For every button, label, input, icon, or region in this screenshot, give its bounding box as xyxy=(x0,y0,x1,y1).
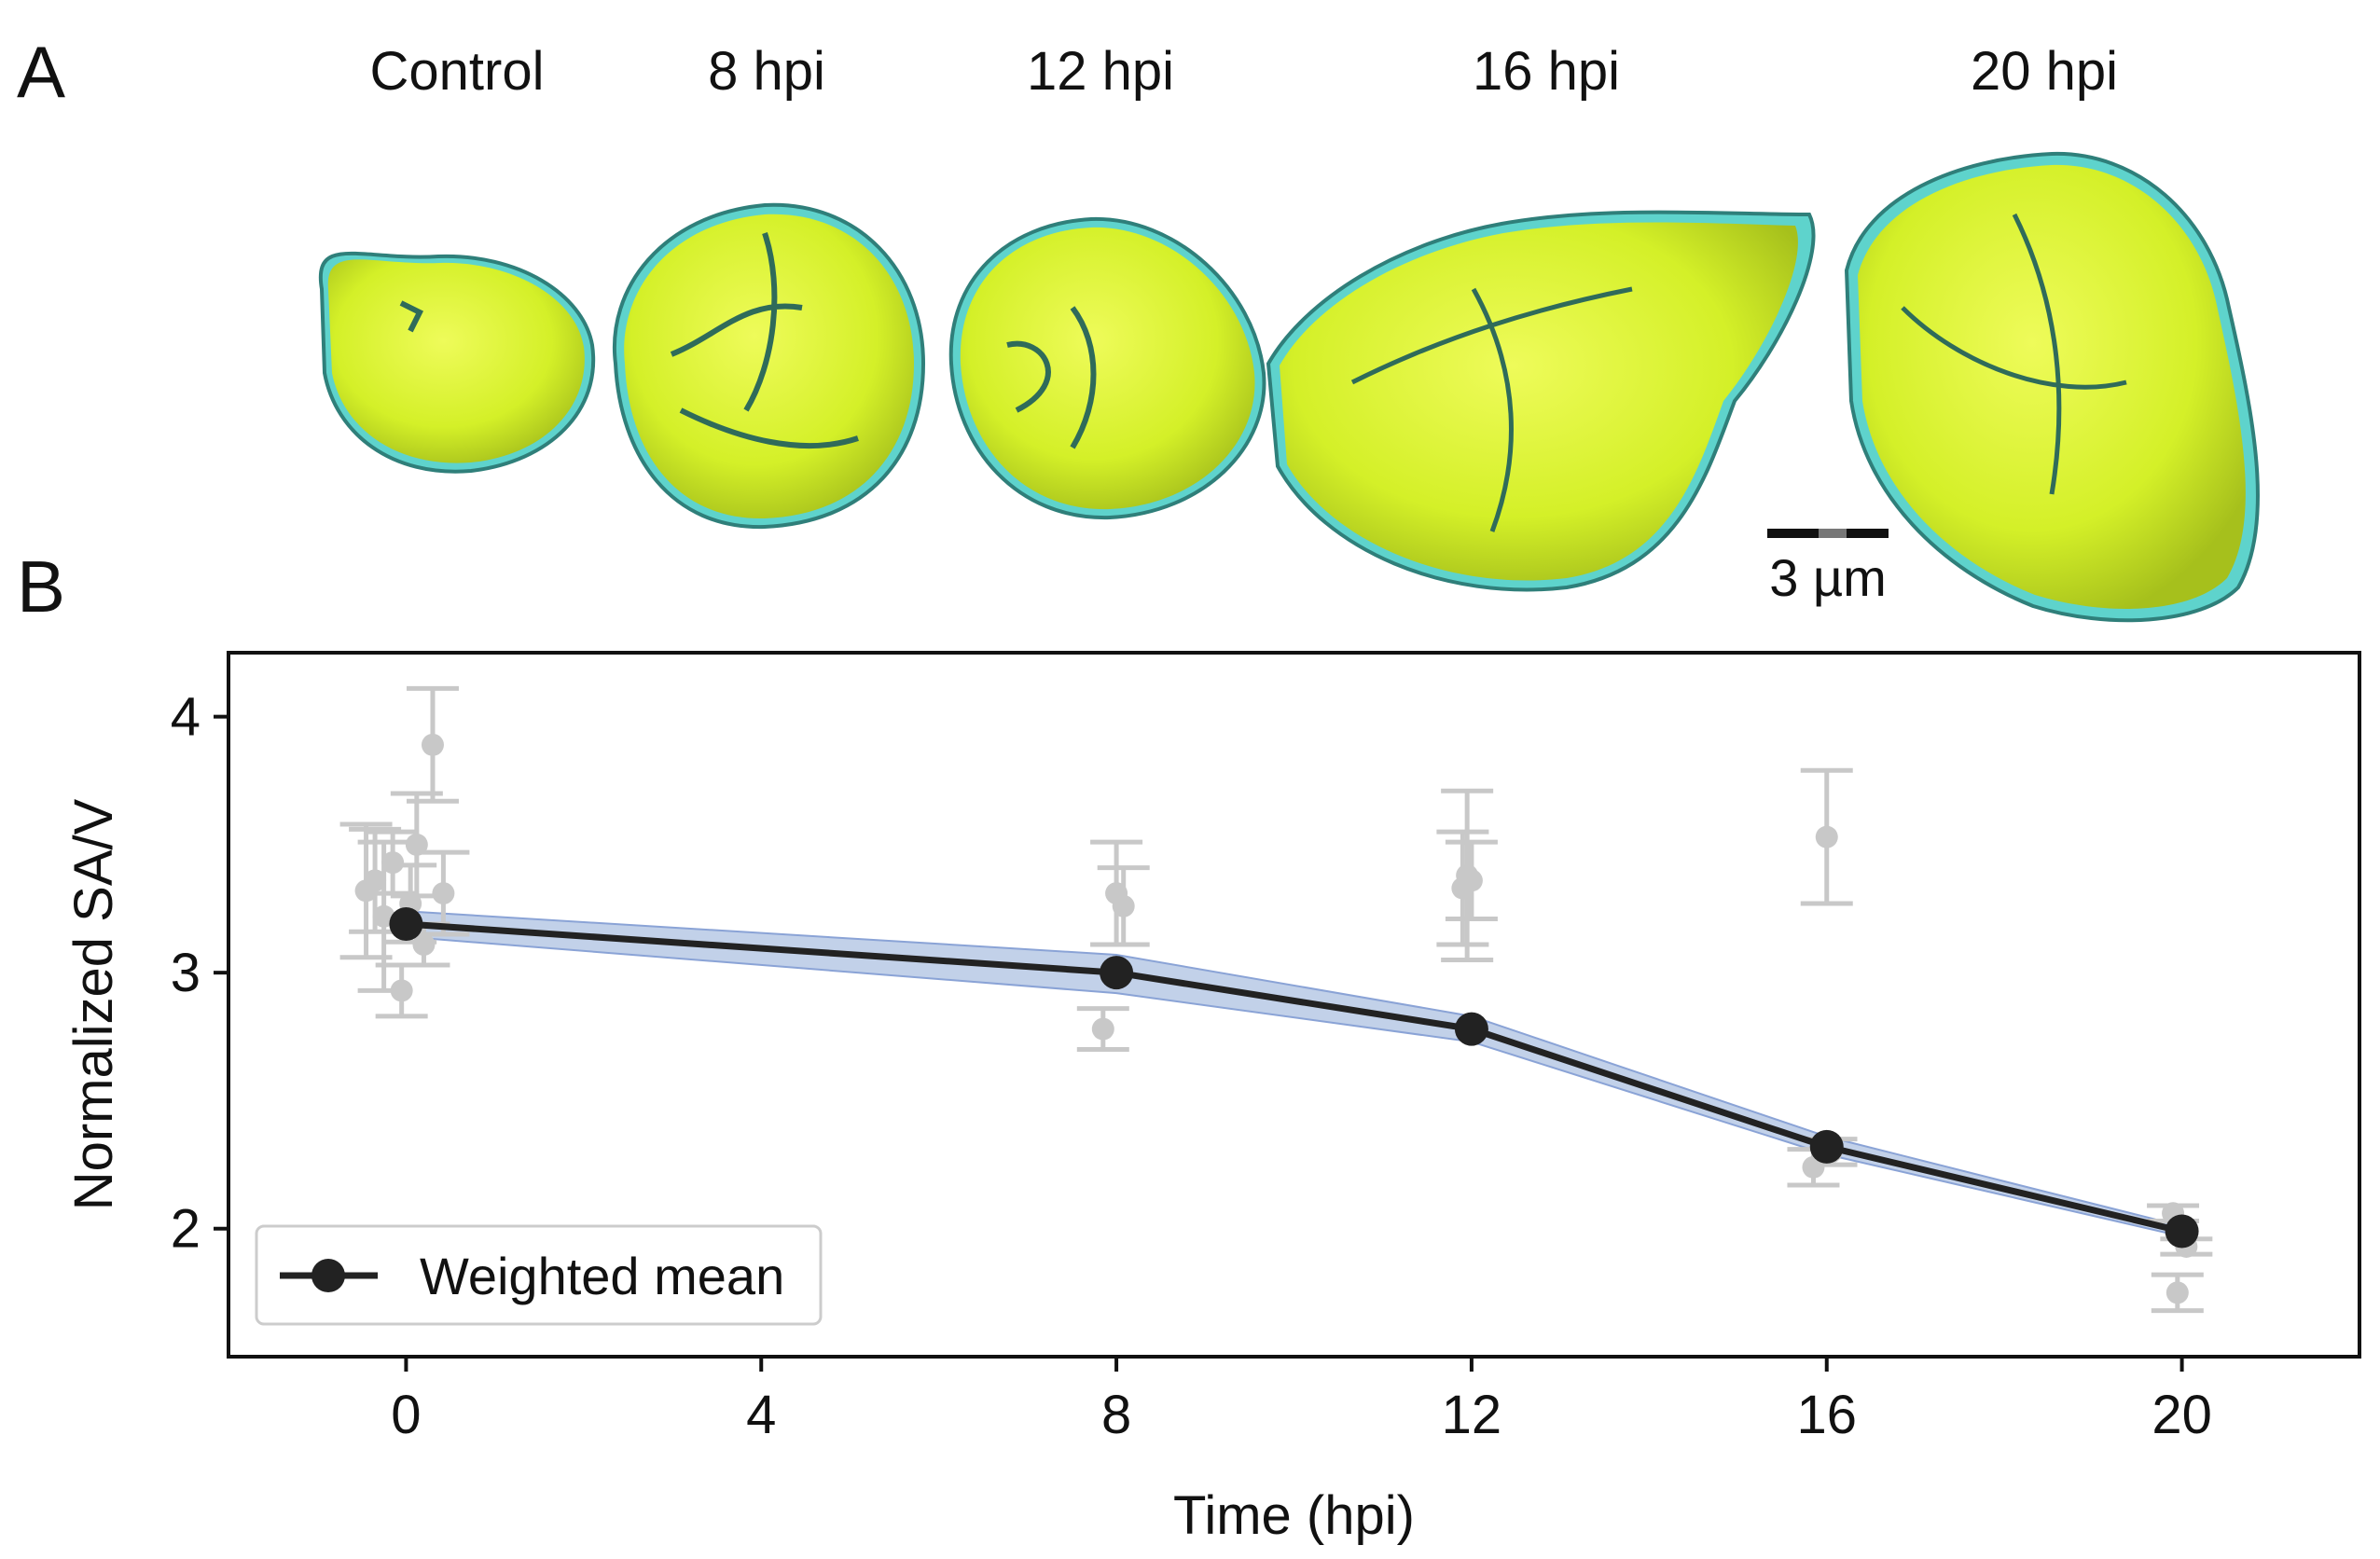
legend: Weighted mean xyxy=(255,1224,823,1326)
weighted-mean-point xyxy=(1809,1129,1844,1164)
y-axis-label: Normalized SA/V xyxy=(63,798,124,1210)
x-tick-label: 4 xyxy=(746,1385,776,1445)
weighted-mean-band xyxy=(405,910,2183,1238)
x-tick-label: 16 xyxy=(1796,1385,1857,1445)
panel-a-letter: A xyxy=(17,31,66,113)
legend-box xyxy=(255,1224,823,1326)
label-8hpi: 8 hpi xyxy=(708,41,825,102)
individual-point xyxy=(1460,869,1483,892)
individual-point xyxy=(390,979,413,1002)
scale-bar-label: 3 µm xyxy=(1769,548,1887,607)
y-tick-label: 4 xyxy=(171,687,201,748)
confidence-band-layer xyxy=(405,910,2183,1238)
cell-renders xyxy=(318,151,2260,623)
weighted-mean-layer xyxy=(389,907,2199,1249)
weighted-mean-point xyxy=(389,907,423,942)
individual-point xyxy=(1091,1017,1114,1041)
legend-label: Weighted mean xyxy=(420,1247,784,1305)
cell-8hpi-render xyxy=(612,202,926,530)
plot-frame xyxy=(227,651,2361,1359)
cell-12hpi-render xyxy=(948,216,1266,520)
x-tick-label: 12 xyxy=(1442,1385,1502,1445)
individual-point xyxy=(1815,825,1838,848)
individual-point xyxy=(364,869,387,892)
individual-point xyxy=(2166,1281,2189,1304)
label-16hpi: 16 hpi xyxy=(1472,41,1621,102)
panel-b-letter: B xyxy=(17,545,66,628)
label-20hpi: 20 hpi xyxy=(1970,41,2119,102)
x-tick-label: 8 xyxy=(1101,1385,1131,1445)
individual-point xyxy=(1112,894,1135,917)
y-tick-label: 2 xyxy=(171,1199,201,1260)
label-12hpi: 12 hpi xyxy=(1026,41,1175,102)
axes-layer: 0 4 8 12 16 20 2 3 4 Time (hpi) Normalized SA/V xyxy=(63,687,2212,1546)
x-tick-label: 20 xyxy=(2152,1385,2212,1445)
individual-point xyxy=(412,932,436,956)
label-control: Control xyxy=(369,41,545,102)
weighted-mean-point xyxy=(2165,1214,2199,1249)
weighted-mean-point xyxy=(1454,1012,1488,1046)
x-axis-label: Time (hpi) xyxy=(1173,1485,1415,1546)
cell-16hpi-render xyxy=(1266,210,1816,592)
legend-marker xyxy=(311,1259,345,1292)
y-tick-label: 3 xyxy=(171,943,201,1003)
weighted-mean-line xyxy=(406,920,2183,1235)
cell-control-render xyxy=(318,251,596,474)
x-tick-label: 0 xyxy=(391,1385,421,1445)
scale-bar xyxy=(1767,529,1889,538)
individual-point xyxy=(432,882,455,905)
individual-point xyxy=(381,851,405,875)
individual-point xyxy=(421,733,444,756)
cell-20hpi-render xyxy=(1844,151,2260,623)
weighted-mean-point xyxy=(1100,956,1134,990)
